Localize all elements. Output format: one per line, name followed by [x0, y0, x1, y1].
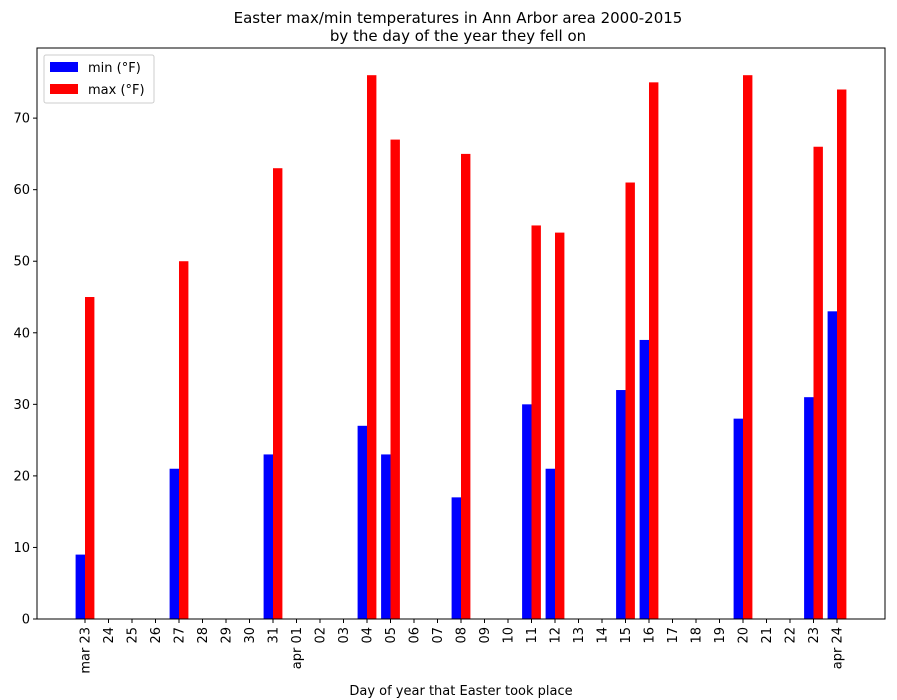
x-tick-label-31: 23	[807, 627, 822, 644]
x-tick-label-13: 05	[384, 627, 399, 644]
x-tick-label-7: 30	[243, 627, 258, 644]
max-bar-31	[813, 146, 823, 620]
min-bar-16	[451, 497, 461, 619]
min-bar-12	[357, 425, 367, 619]
y-tick-label-40: 40	[13, 326, 30, 341]
x-tick-label-4: 27	[173, 627, 188, 644]
x-tick-label-10: 02	[314, 627, 329, 644]
x-tick-label-32: apr 24	[831, 627, 846, 669]
y-tick-label-60: 60	[13, 183, 30, 198]
min-bar-13	[381, 454, 391, 619]
x-tick-label-24: 16	[643, 627, 658, 644]
x-axis: mar 23 24 25 26 27 28 29 30 31 apr 01 02 03 04 05 06 07…	[79, 619, 846, 674]
min-bar-28	[733, 418, 743, 619]
max-bar-8	[273, 168, 283, 619]
x-tick-label-30: 22	[784, 627, 799, 644]
x-tick-label-25: 17	[666, 627, 681, 644]
x-tick-label-3: 26	[149, 627, 164, 644]
min-bar-24	[639, 339, 649, 619]
x-tick-label-18: 10	[502, 627, 517, 644]
x-tick-label-14: 06	[408, 627, 423, 644]
y-tick-label-30: 30	[13, 398, 30, 413]
legend-swatch-min	[50, 62, 78, 72]
x-tick-label-28: 20	[737, 627, 752, 644]
x-tick-label-8: 31	[267, 627, 282, 644]
x-tick-label-19: 11	[525, 627, 540, 644]
min-bar-20	[545, 468, 555, 619]
max-bar-19	[531, 225, 541, 619]
max-bar-28	[743, 75, 753, 619]
min-bar-19	[522, 404, 532, 619]
max-bar-16	[461, 153, 471, 619]
max-bar-12	[367, 75, 377, 619]
y-tick-label-20: 20	[13, 469, 30, 484]
legend-swatch-max	[50, 84, 78, 94]
max-bar-32	[837, 89, 847, 619]
x-tick-label-22: 14	[596, 627, 611, 644]
x-tick-label-27: 19	[713, 627, 728, 644]
x-tick-label-29: 21	[760, 627, 775, 644]
x-tick-label-26: 18	[690, 627, 705, 644]
x-tick-label-0: mar 23	[79, 627, 94, 674]
legend: min (°F) max (°F)	[43, 54, 155, 104]
min-bar-8	[263, 454, 273, 619]
x-tick-label-11: 03	[337, 627, 352, 644]
min-bar-31	[804, 397, 814, 619]
max-bar-24	[649, 82, 659, 620]
x-tick-label-23: 15	[619, 627, 634, 644]
chart-subtitle: by the day of the year they fell on	[330, 27, 586, 45]
max-bar-23	[625, 182, 635, 619]
min-bar-4	[169, 468, 179, 619]
chart-title: Easter max/min temperatures in Ann Arbor…	[234, 9, 683, 27]
x-tick-label-6: 29	[220, 627, 235, 644]
max-bar-20	[555, 232, 565, 620]
legend-label-max: max (°F)	[88, 83, 145, 98]
y-tick-label-70: 70	[13, 112, 30, 127]
max-bar-13	[390, 139, 400, 619]
y-tick-label-10: 10	[13, 541, 30, 556]
min-bar-0	[75, 554, 85, 619]
min-bar-32	[827, 311, 837, 619]
legend-label-min: min (°F)	[88, 61, 141, 76]
x-tick-label-16: 08	[455, 627, 470, 644]
x-tick-label-12: 04	[361, 627, 376, 644]
y-tick-label-0: 0	[22, 613, 30, 628]
y-tick-label-50: 50	[13, 255, 30, 270]
min-bar-23	[616, 390, 626, 619]
x-tick-label-5: 28	[196, 627, 211, 644]
x-tick-label-21: 13	[572, 627, 587, 644]
plot-frame	[36, 47, 886, 620]
x-tick-label-20: 12	[549, 627, 564, 644]
x-tick-label-1: 24	[102, 627, 117, 644]
x-tick-label-15: 07	[431, 627, 446, 644]
max-bar-4	[179, 261, 189, 619]
x-axis-label: Day of year that Easter took place	[349, 684, 572, 699]
x-tick-label-17: 09	[478, 627, 493, 644]
x-tick-label-2: 25	[126, 627, 141, 644]
x-tick-label-9: apr 01	[290, 627, 305, 669]
max-bar-0	[85, 297, 95, 619]
y-axis: 0 10 20 30 40 50 60 70	[13, 112, 37, 628]
bars-group	[75, 75, 847, 620]
